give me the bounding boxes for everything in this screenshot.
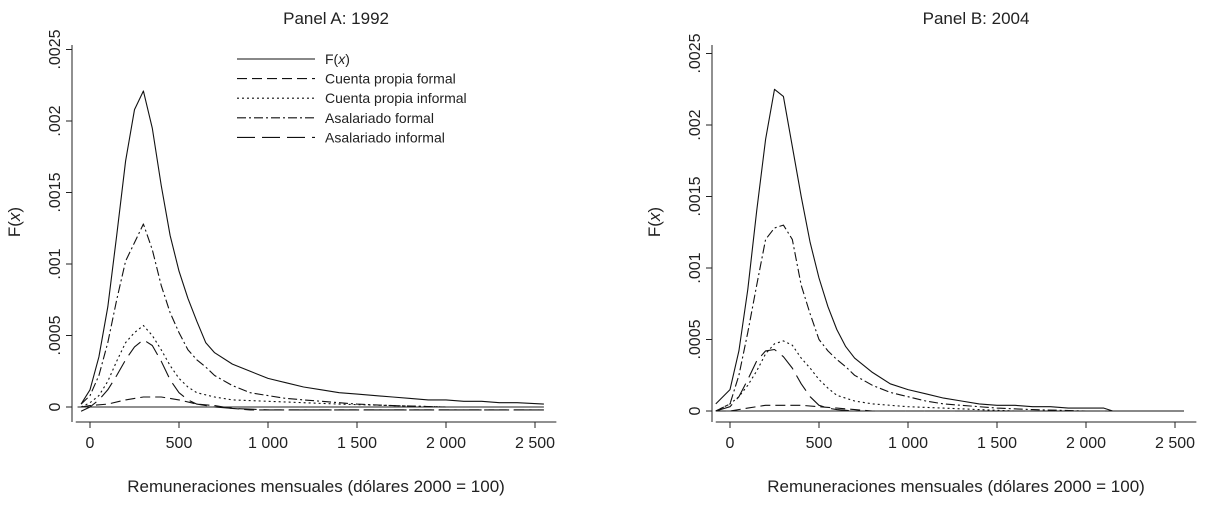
x-axis-title: Remuneraciones mensuales (dólares 2000 =… [767, 477, 1145, 496]
legend-label: Cuenta propia formal [325, 71, 456, 87]
y-tick-label: .0015 [687, 176, 704, 216]
y-tick-label: .0015 [47, 172, 64, 212]
series-dash-line [81, 396, 544, 411]
panel-a: Panel A: 1992 0 .0005 .001 .0015 .002 .0025 0 50… [5, 9, 557, 496]
x-tick-label: 1 500 [337, 435, 377, 452]
y-tick-label: .002 [687, 109, 704, 140]
series-longdash-line [80, 339, 544, 412]
panel-title: Panel A: 1992 [283, 9, 389, 28]
x-tick-label: 0 [86, 435, 95, 452]
y-axis-title: F(x) [645, 207, 664, 237]
x-tick-label: 2 000 [1066, 435, 1106, 452]
y-tick-label: .0005 [687, 319, 704, 359]
x-axis-title: Remuneraciones mensuales (dólares 2000 =… [127, 477, 505, 496]
y-tick-label: .0005 [47, 315, 64, 355]
y-tick-label: .001 [47, 248, 64, 279]
series-solid-line [80, 90, 544, 405]
series-dot-line [80, 324, 447, 408]
series-longdash-line [715, 348, 1184, 412]
y-tick-label: 0 [687, 406, 704, 415]
y-tick-label: .0025 [47, 29, 64, 69]
series-dashdot-line [80, 223, 447, 408]
y-tick-label: .0025 [687, 33, 704, 73]
x-tick-label: 1 000 [248, 435, 288, 452]
x-tick-label: 1 000 [888, 435, 928, 452]
y-axis-title: F(x) [5, 207, 24, 237]
legend-label: Asalariado informal [325, 129, 445, 145]
series-dot-line [715, 340, 1015, 412]
x-tick-label: 0 [726, 435, 735, 452]
x-tick-label: 1 500 [977, 435, 1017, 452]
legend-label: Cuenta propia informal [325, 90, 467, 106]
panel-b: Panel B: 2004 0 .0005 .001 .0015 .002 .0025 0 50… [645, 9, 1197, 496]
y-tick-label: .001 [687, 252, 704, 283]
legend-label: Asalariado formal [325, 110, 434, 126]
x-tick-label: 2 500 [1155, 435, 1195, 452]
x-tick-label: 2 000 [426, 435, 466, 452]
x-tick-label: 500 [806, 435, 833, 452]
series-dash-line [715, 404, 1184, 412]
panel-title: Panel B: 2004 [923, 9, 1030, 28]
series-dashdot-line [715, 224, 1087, 412]
legend-label: F(x) [325, 51, 350, 67]
x-tick-label: 500 [166, 435, 193, 452]
y-tick-label: .002 [47, 105, 64, 136]
legend: F(x) Cuenta propia formal Cuenta propia in… [237, 51, 467, 145]
x-tick-label: 2 500 [515, 435, 555, 452]
y-tick-label: 0 [47, 402, 64, 411]
series-solid-line [715, 88, 1184, 412]
